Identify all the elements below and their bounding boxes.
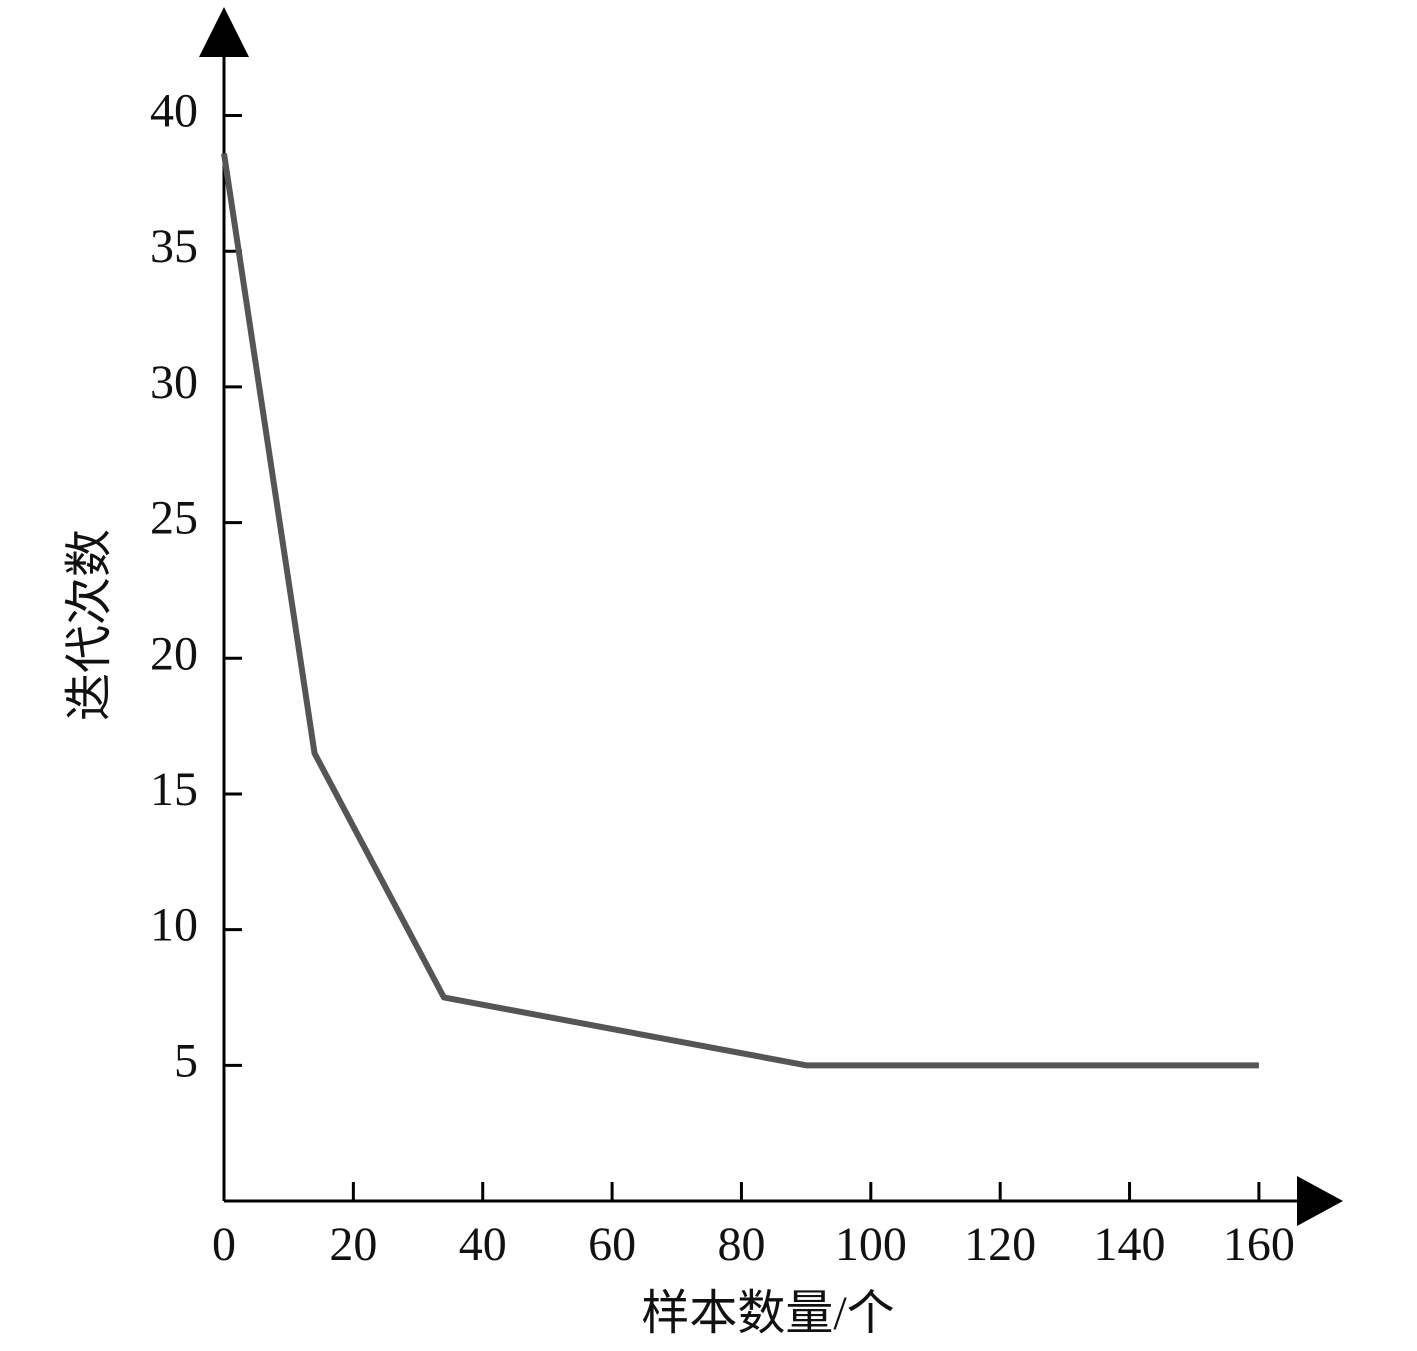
y-tick-label: 30 [150, 356, 198, 409]
x-tick-label: 120 [964, 1218, 1036, 1271]
x-axis-label: 样本数量/个 [641, 1287, 894, 1340]
line-series [221, 153, 1259, 1069]
x-tick-label: 40 [459, 1218, 507, 1271]
y-tick-label: 25 [150, 492, 198, 545]
x-tick-label: 160 [1223, 1218, 1295, 1271]
y-tick-label: 20 [150, 627, 198, 680]
y-tick-label: 5 [174, 1034, 198, 1087]
x-tick-label: 0 [212, 1218, 236, 1271]
x-axis-arrow [1297, 1176, 1343, 1226]
x-tick-label: 20 [329, 1218, 377, 1271]
x-tick-label: 60 [588, 1218, 636, 1271]
y-tick-label: 35 [150, 220, 198, 273]
y-axis-label: 迭代次数 [63, 529, 116, 721]
x-tick-label: 80 [717, 1218, 765, 1271]
y-tick-label: 15 [150, 763, 198, 816]
x-tick-label: 140 [1094, 1218, 1166, 1271]
y-tick-label: 40 [150, 85, 198, 138]
y-tick-label: 10 [150, 899, 198, 952]
y-axis-arrow [199, 7, 249, 57]
x-tick-label: 100 [835, 1218, 907, 1271]
